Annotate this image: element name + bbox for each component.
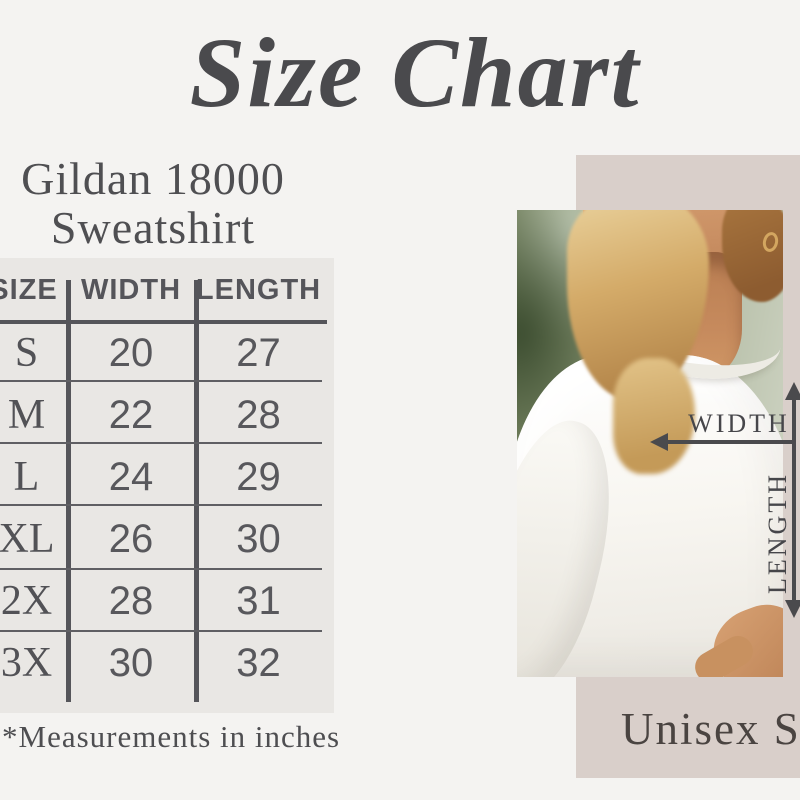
width-value: 30 <box>108 640 154 685</box>
length-value: 31 <box>236 578 281 623</box>
product-name-line2: Sweatshirt <box>50 202 256 253</box>
product-name: Gildan 18000 Sweatshirt <box>0 154 306 252</box>
table-row-divider <box>0 630 322 632</box>
table-column-divider <box>194 280 199 702</box>
width-arrowhead-left-icon <box>650 433 668 451</box>
width-value: 26 <box>108 516 154 561</box>
length-value: 28 <box>236 392 281 437</box>
width-value: 28 <box>108 578 154 623</box>
measurement-arrows-overlay: WIDTH LENGTH <box>650 382 800 618</box>
width-value: 20 <box>108 330 154 375</box>
width-value: 22 <box>108 392 154 437</box>
table-row-divider <box>0 568 322 570</box>
size-value: XL <box>0 516 55 562</box>
width-label: WIDTH <box>688 409 790 438</box>
table-row-divider <box>0 380 322 382</box>
column-header-size: SIZE <box>0 273 58 306</box>
size-value: L <box>13 454 40 500</box>
table-row-divider <box>0 504 322 506</box>
length-arrowhead-up-icon <box>785 382 800 400</box>
length-value: 29 <box>236 454 281 499</box>
sweatshirt-model-photo <box>517 210 783 677</box>
size-table: SIZE WIDTH LENGTH S 20 27 M 22 28 L 24 2… <box>0 258 334 713</box>
column-header-width: WIDTH <box>80 273 182 306</box>
size-value: 3X <box>0 640 53 686</box>
product-name-line1: Gildan 18000 <box>21 153 285 204</box>
page-title: Size Chart <box>189 17 641 128</box>
table-row-divider <box>0 442 322 444</box>
table-column-divider <box>66 280 71 702</box>
length-value: 27 <box>236 330 281 375</box>
measurements-footnote: *Measurements in inches <box>2 719 341 754</box>
table-header-underline <box>0 320 327 324</box>
size-value: S <box>14 330 39 376</box>
size-table-grid: SIZE WIDTH LENGTH S 20 27 M 22 28 L 24 2… <box>0 258 322 704</box>
length-value: 32 <box>236 640 281 685</box>
length-arrowhead-down-icon <box>785 600 800 618</box>
length-value: 30 <box>236 516 281 561</box>
column-header-length: LENGTH <box>195 273 322 306</box>
size-value: M <box>7 392 46 438</box>
model-hair-strand <box>613 358 695 474</box>
unisex-sizing-caption: Unisex Siz <box>621 704 800 754</box>
size-value: 2X <box>0 578 53 624</box>
length-label: LENGTH <box>763 472 792 594</box>
width-value: 24 <box>108 454 154 499</box>
